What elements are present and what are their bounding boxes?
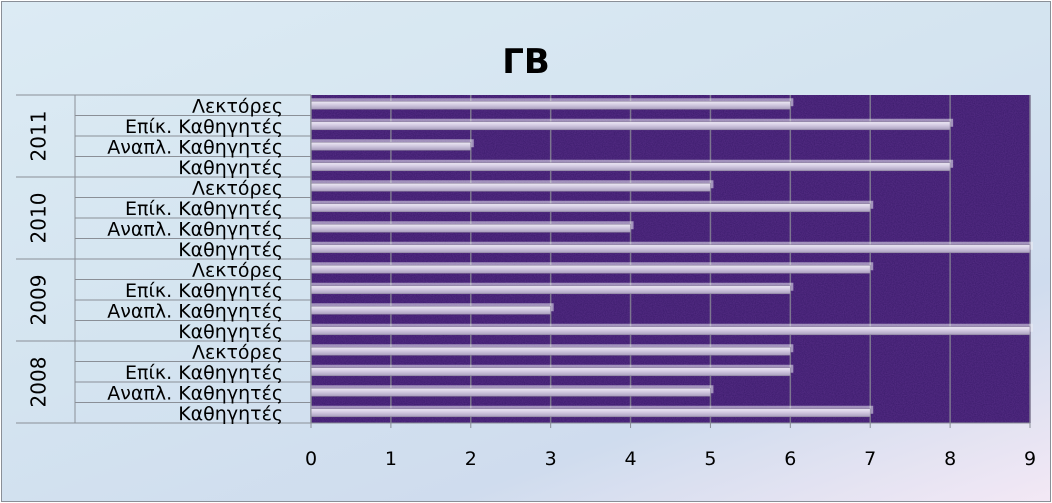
bar	[310, 305, 551, 315]
category-label: Καθηγητές	[178, 157, 283, 179]
group-label: 2009	[27, 275, 51, 326]
x-tick-label: 2	[465, 448, 477, 470]
category-label: Καθηγητές	[178, 239, 283, 261]
category-label: Λεκτόρες	[192, 95, 283, 117]
bar	[310, 182, 711, 192]
bar	[310, 121, 951, 131]
group-label: 2010	[27, 193, 51, 244]
bar	[310, 203, 871, 213]
bar	[310, 264, 871, 274]
x-tick-label: 1	[385, 448, 397, 470]
bar	[310, 223, 631, 233]
x-tick-label: 3	[545, 448, 557, 470]
group-label: 2011	[27, 111, 51, 162]
x-tick-label: 0	[305, 448, 317, 470]
x-tick-label: 8	[944, 448, 956, 470]
category-label: Αναπλ. Καθηγητές	[107, 136, 283, 158]
chart-title: ΓΒ	[502, 42, 550, 82]
x-tick-label: 7	[864, 448, 876, 470]
bar	[310, 100, 791, 110]
x-tick-label: 5	[704, 448, 716, 470]
bar	[310, 326, 1031, 336]
bar	[310, 408, 871, 418]
x-tick-label: 9	[1024, 448, 1036, 470]
bar	[310, 162, 951, 172]
category-label: Λεκτόρες	[192, 177, 283, 199]
bar	[310, 141, 472, 151]
category-label: Επίκ. Καθηγητές	[125, 116, 283, 138]
category-label: Λεκτόρες	[192, 341, 283, 363]
bar	[310, 244, 1031, 254]
category-label: Καθηγητές	[178, 321, 283, 343]
category-label: Επίκ. Καθηγητές	[125, 362, 283, 384]
category-label: Αναπλ. Καθηγητές	[107, 382, 283, 404]
bar	[310, 367, 791, 377]
bar	[310, 346, 791, 356]
group-label: 2008	[27, 357, 51, 408]
category-label: Αναπλ. Καθηγητές	[107, 218, 283, 240]
category-label: Επίκ. Καθηγητές	[125, 198, 283, 220]
category-label: Καθηγητές	[178, 403, 283, 425]
bar	[310, 387, 711, 397]
category-label: Επίκ. Καθηγητές	[125, 280, 283, 302]
x-tick-label: 4	[625, 448, 637, 470]
category-label: Αναπλ. Καθηγητές	[107, 300, 283, 322]
category-label: Λεκτόρες	[192, 259, 283, 281]
x-tick-label: 6	[784, 448, 796, 470]
bar	[310, 285, 791, 295]
